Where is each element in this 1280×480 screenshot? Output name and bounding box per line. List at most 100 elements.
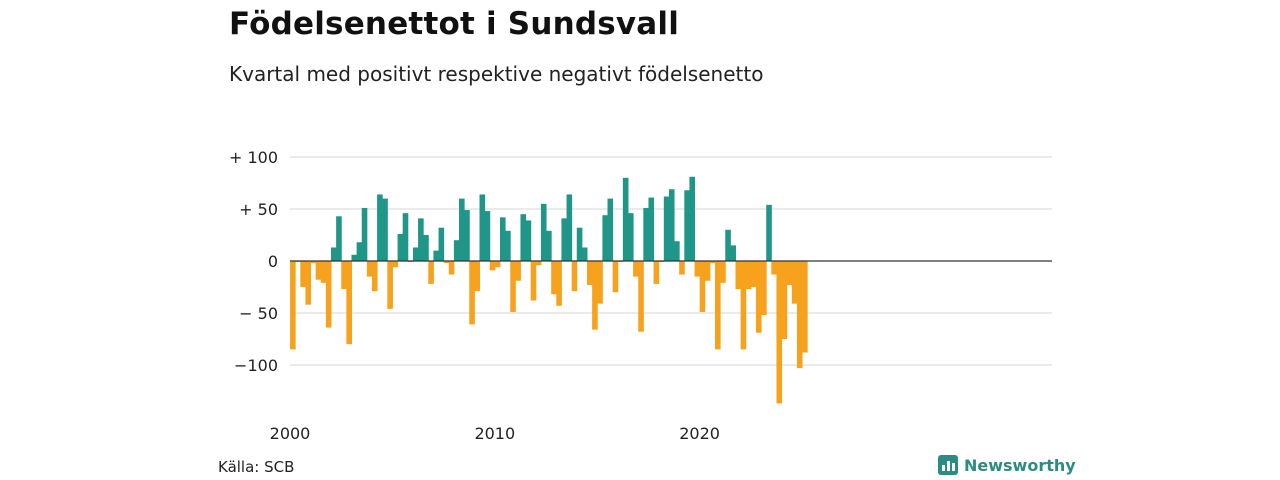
x-tick-label: 2020	[679, 424, 720, 443]
bar	[351, 254, 358, 261]
bar	[689, 176, 696, 261]
bar	[459, 198, 465, 261]
bar	[453, 240, 460, 261]
bar	[331, 247, 337, 261]
bar	[643, 207, 649, 261]
bar	[776, 261, 783, 404]
bar	[755, 261, 762, 333]
bar	[725, 229, 731, 261]
bar	[648, 197, 655, 261]
bar	[566, 194, 573, 261]
bar	[402, 213, 409, 261]
page-title: Födelsenettot i Sundsvall	[229, 6, 680, 42]
brand-logo: Newsworthy	[938, 455, 1076, 475]
chart-bars	[290, 176, 808, 404]
bar	[387, 261, 393, 309]
bar	[397, 233, 404, 261]
bar	[546, 230, 552, 261]
bar	[325, 261, 332, 328]
bar	[761, 261, 767, 316]
bar	[597, 261, 603, 304]
bar	[581, 247, 588, 261]
bar	[315, 261, 322, 280]
bar	[796, 261, 803, 369]
bar	[382, 198, 388, 261]
bar	[356, 242, 363, 261]
bar	[802, 261, 808, 353]
bar	[571, 261, 578, 292]
bar	[520, 214, 527, 261]
bar	[489, 261, 496, 271]
bar	[730, 245, 736, 261]
bar	[525, 220, 532, 261]
x-tick-label: 2010	[474, 424, 515, 443]
bar	[561, 218, 568, 261]
bar	[679, 261, 685, 275]
bar	[336, 216, 342, 261]
bar	[745, 261, 752, 290]
bar	[505, 230, 511, 261]
bar	[438, 227, 445, 261]
bar	[510, 261, 516, 312]
bar	[663, 196, 670, 261]
bar	[750, 261, 757, 287]
bar	[622, 177, 629, 261]
bar	[592, 261, 598, 330]
bar	[668, 189, 675, 261]
bar	[361, 207, 368, 261]
bar	[515, 261, 521, 281]
bar	[587, 261, 593, 285]
bar	[653, 261, 660, 284]
bar	[694, 261, 701, 277]
bar	[479, 194, 486, 261]
y-tick-label: −100	[234, 356, 278, 375]
chart-grid	[290, 156, 1052, 366]
bar	[556, 261, 562, 306]
bar	[535, 261, 542, 266]
bar	[494, 261, 501, 268]
bar	[766, 204, 772, 261]
bar	[530, 261, 537, 301]
chart-axes: + 100 + 50 0 − 50 −100 2000 2010 2020	[229, 148, 1052, 443]
bar	[418, 218, 424, 261]
bar	[791, 261, 798, 304]
bar-chart: + 100 + 50 0 − 50 −100 2000 2010 2020	[229, 148, 1052, 443]
bar	[474, 261, 480, 292]
bar	[771, 261, 777, 275]
bar	[392, 261, 399, 268]
bar	[781, 261, 788, 339]
bar	[607, 198, 614, 261]
bar	[300, 261, 306, 287]
page-subtitle: Kvartal med positivt respektive negativt…	[229, 62, 764, 86]
bar	[627, 213, 634, 261]
bar	[433, 250, 440, 261]
bar	[341, 261, 347, 290]
bar	[740, 261, 747, 350]
bar	[305, 261, 312, 305]
bar	[448, 261, 455, 275]
bar	[499, 217, 506, 261]
y-tick-label: 0	[268, 252, 278, 271]
x-tick-label: 2000	[270, 424, 311, 443]
newsworthy-logo-icon	[938, 455, 958, 475]
bar	[428, 261, 434, 284]
bar	[612, 261, 619, 293]
bar	[290, 261, 296, 350]
bar	[684, 190, 690, 261]
bar	[469, 261, 475, 325]
bar	[638, 261, 644, 332]
bar	[674, 241, 680, 261]
bar	[377, 194, 383, 261]
bar	[443, 261, 450, 264]
bar	[699, 261, 706, 312]
y-tick-label: − 50	[239, 304, 278, 323]
brand-name: Newsworthy	[964, 455, 1076, 475]
bar	[540, 203, 547, 261]
bar	[735, 261, 742, 290]
bar	[320, 261, 327, 283]
bar	[715, 261, 721, 350]
bar	[704, 261, 711, 281]
bar	[412, 247, 419, 261]
bar	[633, 261, 639, 277]
bar	[602, 215, 608, 261]
